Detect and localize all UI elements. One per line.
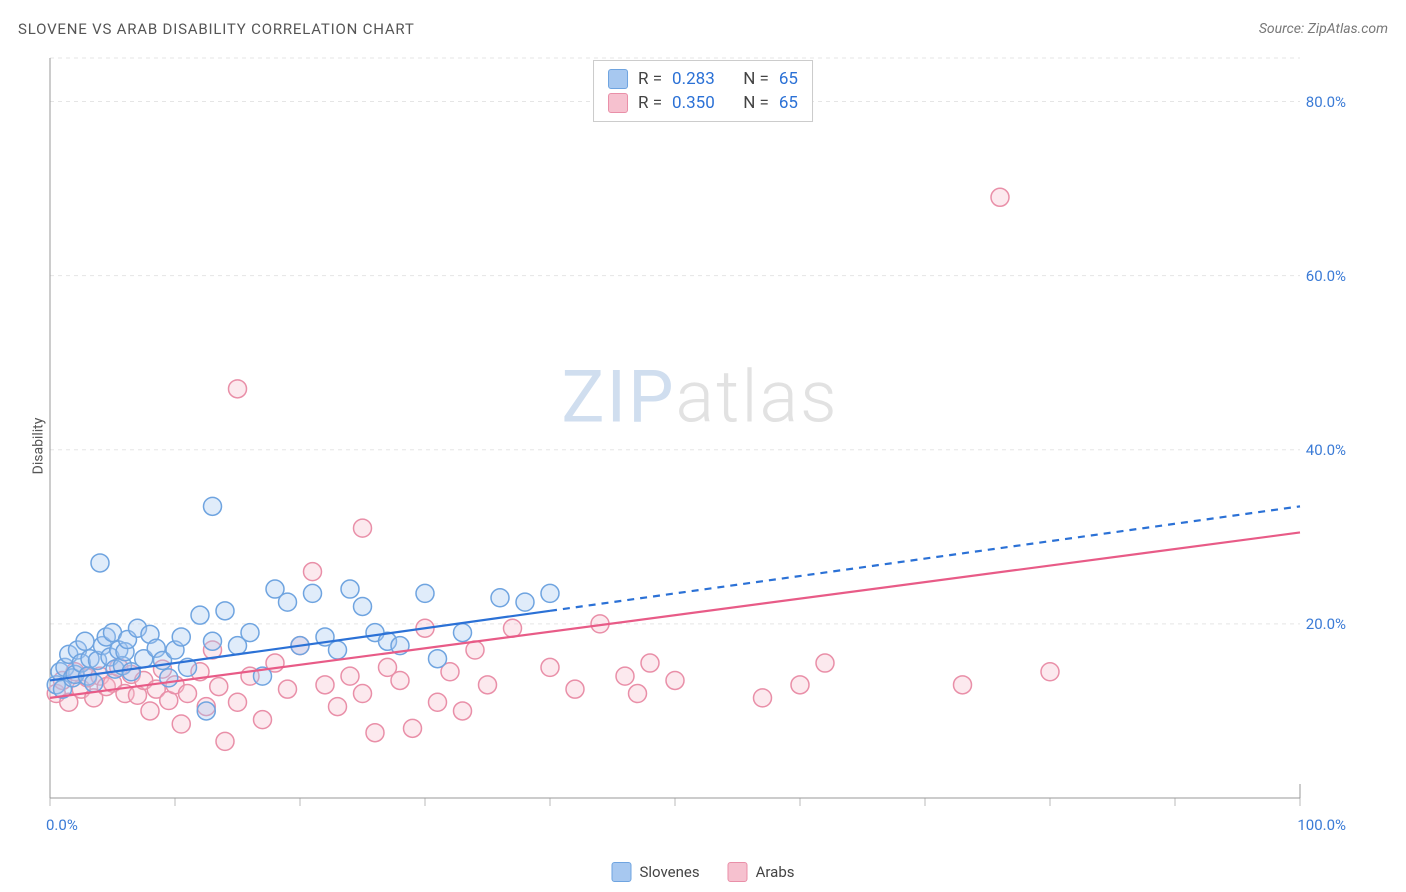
legend-series-label: Slovenes: [639, 863, 699, 881]
x-axis-max-label: 100.0%: [1297, 816, 1346, 834]
r-value: 0.283: [672, 69, 715, 89]
chart-title: SLOVENE VS ARAB DISABILITY CORRELATION C…: [18, 20, 415, 38]
chart-header: SLOVENE VS ARAB DISABILITY CORRELATION C…: [18, 20, 1388, 38]
y-axis-label: Disability: [30, 418, 46, 475]
source-label: Source: ZipAtlas.com: [1259, 21, 1388, 37]
legend-series-label: Arabs: [756, 863, 795, 881]
legend-series-item: Slovenes: [611, 862, 699, 882]
legend-stats-row: R =0.283 N =65: [608, 67, 798, 91]
x-axis-min-label: 0.0%: [46, 816, 78, 834]
plot-area: ZIPatlas: [50, 58, 1350, 828]
y-tick-label-60: 60.0%: [1306, 267, 1346, 285]
legend-stats-box: R =0.283 N =65R =0.350 N =65: [593, 60, 813, 122]
legend-series-item: Arabs: [728, 862, 795, 882]
legend-swatch: [608, 93, 628, 113]
legend-swatch: [728, 862, 748, 882]
scatter-plot-svg: [50, 58, 1350, 828]
legend-swatch: [608, 69, 628, 89]
legend-swatch: [611, 862, 631, 882]
y-tick-label-80: 80.0%: [1306, 93, 1346, 111]
legend-stats-row: R =0.350 N =65: [608, 91, 798, 115]
n-value: 65: [779, 69, 798, 89]
n-value: 65: [779, 93, 798, 113]
y-tick-label-40: 40.0%: [1306, 441, 1346, 459]
r-value: 0.350: [672, 93, 715, 113]
y-tick-label-20: 20.0%: [1306, 615, 1346, 633]
legend-series: Slovenes Arabs: [611, 862, 794, 882]
